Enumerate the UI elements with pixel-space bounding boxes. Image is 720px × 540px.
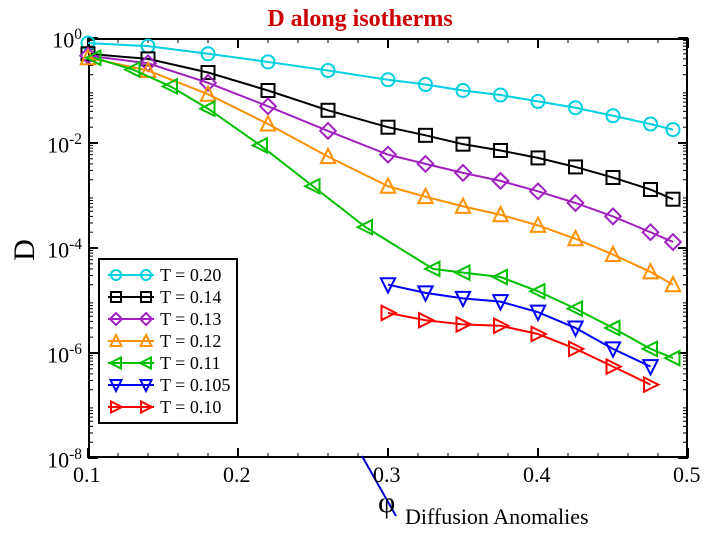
y-tick-label: 10-2 [47,131,82,158]
legend-label: T = 0.14 [160,287,221,308]
legend-entry: T = 0.12 [106,330,230,352]
x-tick-label: 0.3 [373,462,401,488]
legend-label: T = 0.20 [160,265,221,286]
legend-entry: T = 0.105 [106,374,230,396]
legend-label: T = 0.13 [160,309,221,330]
legend-entry: T = 0.11 [106,352,230,374]
legend: T = 0.20T = 0.14T = 0.13T = 0.12T = 0.11… [98,258,238,424]
x-tick-label: 0.2 [223,462,251,488]
x-tick-label: 0.5 [673,462,701,488]
legend-entry: T = 0.10 [106,396,230,418]
y-tick-label: 10-4 [47,236,82,263]
legend-label: T = 0.10 [160,397,221,418]
legend-label: T = 0.12 [160,331,221,352]
y-tick-label: 100 [52,26,82,53]
annotation-label: Diffusion Anomalies [405,504,589,530]
legend-label: T = 0.11 [160,353,221,374]
legend-entry: T = 0.13 [106,308,230,330]
y-tick-label: 10-8 [47,446,82,473]
x-tick-label: 0.4 [523,462,551,488]
y-tick-label: 10-6 [47,341,82,368]
y-axis-label: D [8,239,42,261]
legend-label: T = 0.105 [160,375,230,396]
x-axis-label: φ [378,486,395,520]
legend-entry: T = 0.20 [106,264,230,286]
legend-entry: T = 0.14 [106,286,230,308]
